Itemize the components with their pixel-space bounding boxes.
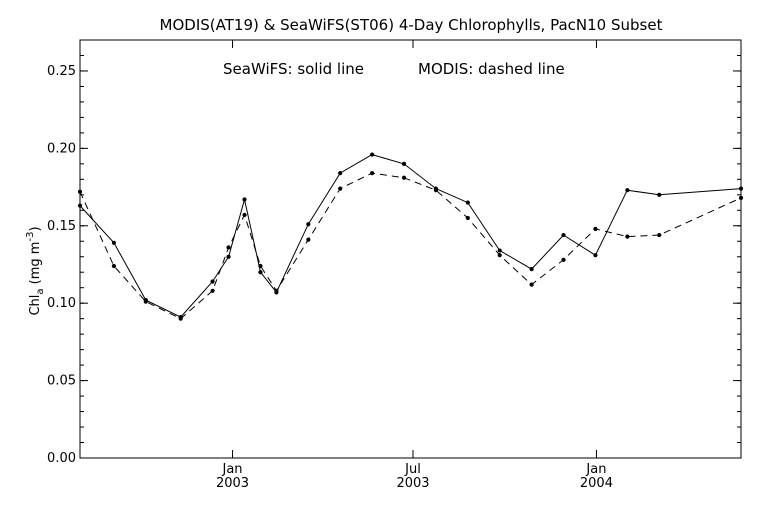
seawifs-point (401, 161, 407, 166)
x-tick-year: 2003 (396, 476, 429, 491)
y-axis-label-superscript: -3 (25, 232, 36, 242)
plot-area: 0.000.050.100.150.200.25Jan2003Jul2003Ja… (47, 39, 744, 491)
seawifs-line (80, 154, 741, 318)
seawifs-point (561, 232, 566, 238)
chart-title: MODIS(AT19) & SeaWiFS(ST06) 4-Day Chloro… (160, 16, 663, 34)
y-tick-label: 0.05 (47, 374, 76, 389)
seawifs-point (210, 279, 215, 284)
seawifs-point (77, 203, 83, 208)
plot-frame (79, 39, 742, 459)
seawifs-point (529, 267, 534, 272)
modis-point (178, 316, 183, 321)
modis-point (593, 226, 598, 231)
modis-point (401, 175, 407, 180)
modis-point (306, 237, 311, 242)
seawifs-point (497, 248, 502, 253)
seawifs-note: SeaWiFS: solid line (223, 60, 364, 78)
y-axis-label-close: ) (28, 226, 43, 231)
modis-point (242, 212, 247, 218)
x-tick-year: 2003 (216, 476, 249, 491)
seawifs-point (657, 192, 662, 197)
modis-point (433, 188, 439, 193)
seawifs-point (338, 171, 343, 176)
seawifs-point (258, 270, 263, 275)
seawifs-point (738, 186, 744, 191)
modis-line (80, 172, 741, 320)
seawifs-point (465, 200, 470, 205)
y-axis-label-subscript: a (35, 288, 46, 294)
x-tick-month: Jul (404, 462, 421, 477)
x-tick-month: Jan (222, 462, 243, 477)
modis-point (657, 232, 662, 238)
y-tick-label: 0.25 (47, 64, 76, 79)
y-tick-label: 0.10 (47, 296, 76, 311)
modis-point (226, 245, 231, 250)
seawifs-point (593, 253, 598, 258)
modis-point (529, 282, 534, 287)
y-axis-label-units: (mg m (28, 242, 43, 289)
modis-point (370, 171, 375, 176)
seawifs-point (306, 222, 311, 227)
seawifs-point (226, 254, 231, 259)
modis-point (497, 253, 502, 258)
x-tick-year: 2004 (580, 476, 613, 491)
modis-point (738, 195, 744, 201)
seawifs-point (370, 152, 375, 157)
seawifs-point (111, 240, 116, 245)
y-axis-label: Chla (mg m-3) (25, 226, 46, 315)
modis-point (143, 299, 148, 304)
modis-point (210, 288, 215, 293)
modis-point (561, 257, 566, 262)
x-tick-month: Jan (585, 462, 606, 477)
modis-point (338, 186, 343, 191)
seawifs-point (625, 188, 630, 193)
modis-point (625, 234, 630, 239)
modis-point (258, 263, 263, 269)
modis-point (77, 189, 83, 194)
modis-point (274, 288, 279, 293)
modis-point (465, 215, 470, 221)
y-axis-label-prefix: Chl (28, 295, 43, 316)
modis-note: MODIS: dashed line (418, 60, 565, 78)
y-tick-label: 0.20 (47, 141, 76, 156)
y-tick-label: 0.00 (47, 451, 76, 466)
seawifs-point (242, 197, 247, 202)
modis-point (111, 263, 116, 269)
y-tick-label: 0.15 (47, 219, 76, 234)
